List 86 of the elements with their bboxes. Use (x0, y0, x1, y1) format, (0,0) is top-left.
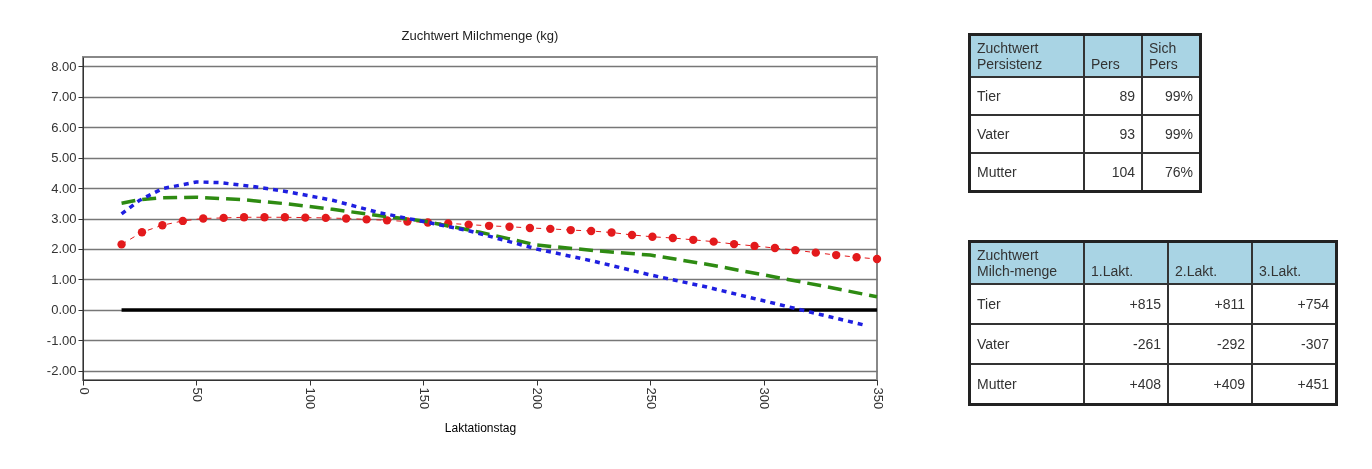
point (117, 240, 126, 249)
point (260, 213, 269, 222)
point (464, 220, 473, 229)
point (239, 213, 249, 222)
point (811, 248, 820, 257)
x-tick-label: 100 (303, 387, 319, 410)
x-tick-label: 200 (530, 387, 546, 410)
text: +409 (1213, 376, 1245, 392)
point (382, 216, 392, 225)
text: +815 (1129, 296, 1161, 312)
point (158, 221, 167, 230)
y-tick-label: 8.00 (51, 58, 77, 74)
category-label: Mutter (977, 376, 1017, 392)
y-tick-label: 5.00 (51, 150, 77, 166)
category-label: Pers (1084, 34, 1142, 77)
y-tick-label: 0.00 (51, 302, 77, 318)
point (586, 226, 596, 236)
category-label: Vater (977, 126, 1010, 142)
x-axis-title: Laktationstag (444, 421, 517, 436)
point (689, 235, 698, 244)
point (831, 250, 841, 260)
y-tick-label: 6.00 (51, 119, 77, 135)
text: -307 (1300, 336, 1329, 352)
point (199, 214, 208, 223)
point (627, 230, 637, 240)
text: 99% (1164, 88, 1193, 104)
x-tick-label: 350 (870, 387, 886, 410)
category-label: 2.Lakt. (1168, 241, 1252, 284)
text: -292 (1216, 336, 1245, 352)
point (137, 228, 147, 237)
category-label: Mutter (977, 164, 1017, 180)
category-label: 3.Lakt. (1252, 241, 1337, 284)
category-label: Vater (977, 336, 1010, 352)
y-tick-label: 1.00 (51, 271, 77, 287)
y-tick-label: -2.00 (46, 363, 77, 379)
y-tick-label: 3.00 (51, 211, 77, 226)
category-label: Tier (977, 296, 1001, 312)
point (729, 239, 739, 249)
x-tick-label: 150 (416, 387, 432, 410)
point (525, 223, 535, 233)
line-series (119, 195, 879, 299)
point (280, 213, 290, 222)
text: +451 (1297, 376, 1329, 392)
point (321, 213, 330, 223)
line-series (119, 180, 866, 327)
point (178, 216, 187, 226)
text: 93 (1119, 126, 1135, 142)
point (341, 214, 351, 223)
x-tick-label: 250 (643, 387, 659, 410)
text: 104 (1111, 164, 1135, 180)
category-label: Sich Pers (1142, 34, 1201, 77)
point (648, 232, 657, 241)
point (852, 253, 861, 262)
point (301, 213, 310, 222)
point (566, 225, 575, 235)
text: Zuchtwert Persistenz (969, 34, 1084, 77)
point (219, 213, 228, 223)
point (668, 233, 678, 243)
point (709, 237, 718, 246)
text: 99% (1164, 126, 1193, 142)
point (546, 224, 555, 234)
x-tick-label: 50 (189, 387, 205, 402)
chart-title: Zuchtwert Milchmenge (kg) (401, 28, 559, 43)
text: Zuchtwert Milch-menge (969, 241, 1084, 284)
y-tick-label: -1.00 (46, 332, 77, 348)
y-tick-label: 4.00 (51, 180, 77, 196)
point (750, 241, 759, 251)
text: -261 (1132, 336, 1161, 352)
y-tick-label: 7.00 (51, 89, 77, 105)
category-label: 1.Lakt. (1084, 241, 1168, 284)
text: 76% (1164, 164, 1193, 180)
y-tick-label: 2.00 (51, 241, 77, 257)
point (362, 215, 371, 224)
point (770, 243, 780, 253)
text: 89 (1119, 88, 1135, 104)
point (607, 228, 616, 237)
text: +811 (1214, 296, 1245, 312)
x-tick-label: 0 (76, 387, 92, 395)
point (505, 222, 514, 231)
text: +754 (1297, 296, 1329, 312)
point (484, 221, 494, 230)
point (791, 246, 800, 255)
category-label: Tier (977, 88, 1001, 104)
x-tick-label: 300 (757, 387, 773, 410)
text: +408 (1129, 376, 1161, 392)
point (872, 254, 882, 264)
